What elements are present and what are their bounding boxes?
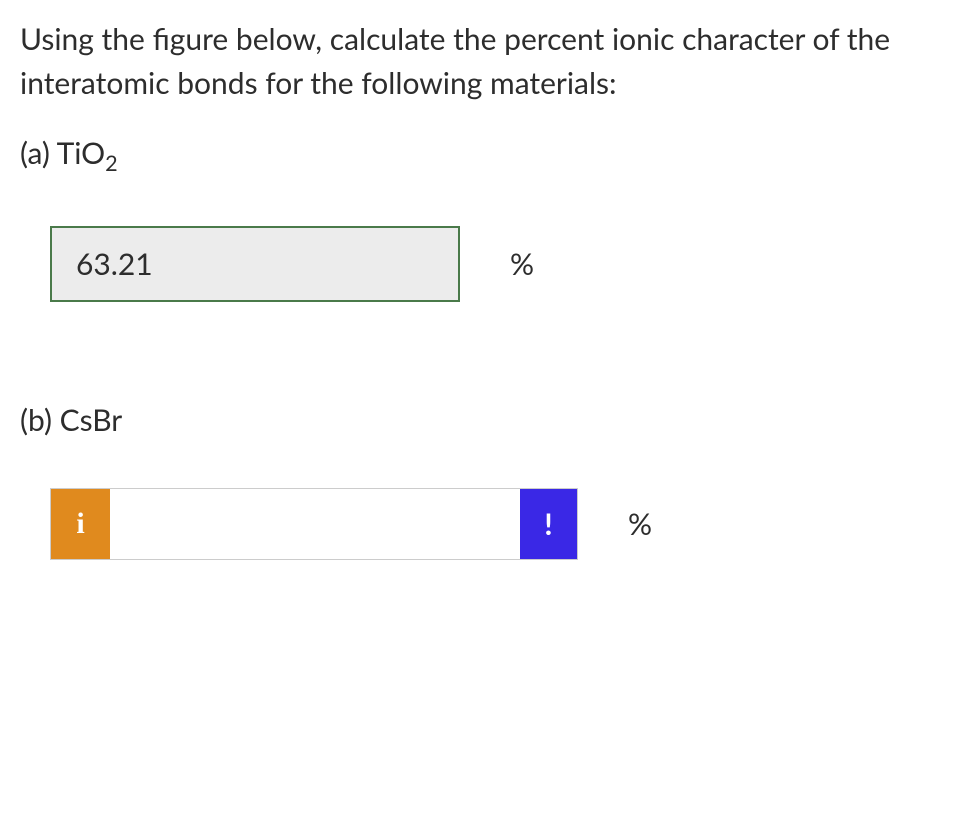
part-a-answer-input[interactable]: 63.21	[50, 226, 460, 302]
part-a-label-text: (a) TiO	[20, 135, 105, 171]
part-a-label: (a) TiO2	[20, 135, 934, 176]
part-a-unit: %	[510, 246, 534, 282]
part-a-subscript: 2	[105, 150, 118, 176]
part-a-answer-row: 63.21 %	[50, 226, 934, 302]
question-intro: Using the figure below, calculate the pe…	[20, 18, 934, 105]
part-b-answer-row: i ! %	[50, 488, 934, 560]
part-b-unit: %	[628, 506, 652, 542]
part-b-answer-input[interactable]	[110, 488, 520, 560]
part-b-label: (b) CsBr	[20, 402, 934, 438]
info-icon[interactable]: i	[50, 488, 110, 560]
alert-icon[interactable]: !	[520, 488, 578, 560]
